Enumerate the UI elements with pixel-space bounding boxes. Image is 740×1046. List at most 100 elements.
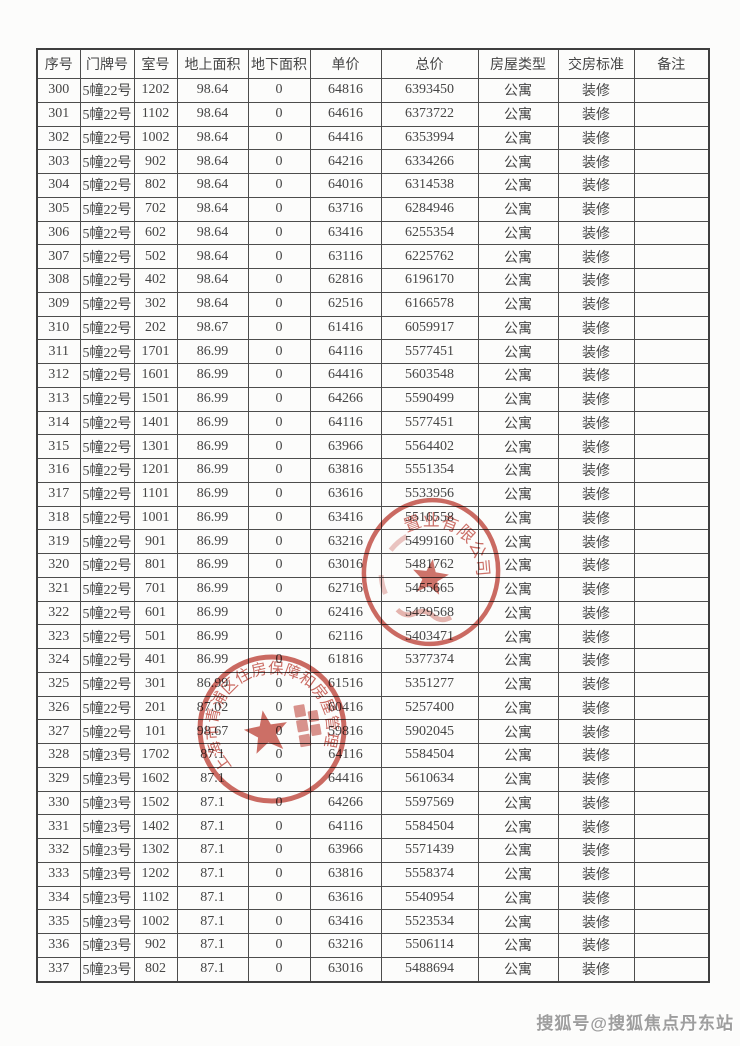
table-row: 320 5幢22号 801 86.99 0 63016 5481762 公寓 装修 [36, 553, 710, 578]
cell-door-no: 5幢23号 [79, 766, 135, 792]
cell-area-above: 98.64 [176, 220, 249, 246]
table-row: 300 5幢22号 1202 98.64 0 64816 6393450 公寓 装修 [36, 78, 710, 103]
cell-remark [633, 149, 710, 174]
cell-total-price: 6353994 [380, 125, 479, 151]
cell-delivery-standard: 装修 [557, 671, 635, 697]
cell-unit-price: 64266 [309, 386, 382, 412]
cell-unit-price: 63716 [309, 196, 382, 222]
cell-area-above: 98.64 [176, 125, 249, 151]
cell-room-no: 402 [133, 268, 178, 293]
cell-room-no: 502 [133, 244, 178, 269]
cell-house-type: 公寓 [477, 600, 559, 626]
cell-remark [633, 766, 710, 792]
cell-unit-price: 64416 [309, 125, 382, 151]
cell-unit-price: 62416 [309, 600, 382, 626]
cell-area-below: 0 [247, 719, 311, 744]
cell-room-no: 602 [133, 220, 178, 246]
cell-remark [633, 173, 710, 198]
cell-total-price: 5377374 [380, 648, 479, 673]
table-row: 314 5幢22号 1401 86.99 0 64116 5577451 公寓 装修 [36, 410, 710, 436]
cell-house-type: 公寓 [477, 576, 559, 602]
cell-area-below: 0 [247, 909, 311, 934]
col-header-serial: 序号 [36, 48, 81, 79]
cell-serial: 319 [36, 529, 81, 554]
table-row: 303 5幢22号 902 98.64 0 64216 6334266 公寓 装修 [36, 149, 710, 174]
cell-serial: 324 [36, 648, 81, 673]
cell-delivery-standard: 装修 [557, 885, 635, 911]
table-row: 313 5幢22号 1501 86.99 0 64266 5590499 公寓 装修 [36, 386, 710, 412]
cell-remark [633, 790, 710, 816]
cell-remark [633, 671, 710, 697]
cell-serial: 322 [36, 600, 81, 626]
table-row: 323 5幢22号 501 86.99 0 62116 5403471 公寓 装修 [36, 624, 710, 649]
cell-delivery-standard: 装修 [557, 695, 635, 721]
cell-room-no: 1302 [133, 838, 178, 863]
cell-area-below: 0 [247, 149, 311, 174]
cell-door-no: 5幢22号 [79, 505, 135, 531]
cell-serial: 332 [36, 838, 81, 863]
cell-area-above: 87.1 [176, 766, 249, 792]
cell-remark [633, 125, 710, 151]
cell-area-above: 98.67 [176, 719, 249, 744]
cell-room-no: 1202 [133, 78, 178, 103]
cell-delivery-standard: 装修 [557, 196, 635, 222]
cell-total-price: 6284946 [380, 196, 479, 222]
cell-total-price: 6225762 [380, 244, 479, 269]
cell-area-above: 86.99 [176, 410, 249, 436]
cell-area-below: 0 [247, 624, 311, 649]
cell-unit-price: 63216 [309, 933, 382, 958]
cell-house-type: 公寓 [477, 933, 559, 958]
cell-serial: 316 [36, 458, 81, 483]
cell-total-price: 5481762 [380, 553, 479, 578]
cell-area-below: 0 [247, 315, 311, 341]
cell-room-no: 1402 [133, 814, 178, 839]
cell-remark [633, 885, 710, 911]
cell-unit-price: 59816 [309, 719, 382, 744]
cell-house-type: 公寓 [477, 196, 559, 222]
cell-unit-price: 63616 [309, 885, 382, 911]
cell-serial: 311 [36, 339, 81, 364]
cell-house-type: 公寓 [477, 766, 559, 792]
cell-door-no: 5幢22号 [79, 125, 135, 151]
cell-door-no: 5幢22号 [79, 458, 135, 483]
cell-room-no: 802 [133, 173, 178, 198]
cell-delivery-standard: 装修 [557, 458, 635, 483]
cell-area-above: 87.02 [176, 695, 249, 721]
cell-delivery-standard: 装修 [557, 719, 635, 744]
table-row: 329 5幢23号 1602 87.1 0 64416 5610634 公寓 装修 [36, 766, 710, 792]
cell-door-no: 5幢22号 [79, 529, 135, 554]
cell-area-below: 0 [247, 125, 311, 151]
cell-remark [633, 220, 710, 246]
cell-delivery-standard: 装修 [557, 386, 635, 412]
cell-serial: 301 [36, 101, 81, 127]
cell-area-above: 86.99 [176, 671, 249, 697]
cell-delivery-standard: 装修 [557, 861, 635, 887]
cell-delivery-standard: 装修 [557, 315, 635, 341]
table-row: 336 5幢23号 902 87.1 0 63216 5506114 公寓 装修 [36, 933, 710, 958]
cell-delivery-standard: 装修 [557, 101, 635, 127]
cell-delivery-standard: 装修 [557, 600, 635, 626]
cell-remark [633, 339, 710, 364]
table-row: 308 5幢22号 402 98.64 0 62816 6196170 公寓 装修 [36, 268, 710, 293]
cell-area-below: 0 [247, 576, 311, 602]
cell-unit-price: 63416 [309, 909, 382, 934]
cell-delivery-standard: 装修 [557, 838, 635, 863]
cell-total-price: 6059917 [380, 315, 479, 341]
cell-room-no: 101 [133, 719, 178, 744]
cell-serial: 333 [36, 861, 81, 887]
cell-unit-price: 62516 [309, 291, 382, 317]
cell-unit-price: 63816 [309, 458, 382, 483]
header-row: 序号 门牌号 室号 地上面积 地下面积 单价 总价 房屋类型 交房标准 备注 [36, 48, 710, 79]
cell-total-price: 6314538 [380, 173, 479, 198]
cell-door-no: 5幢22号 [79, 173, 135, 198]
cell-total-price: 5516558 [380, 505, 479, 531]
table-row: 310 5幢22号 202 98.67 0 61416 6059917 公寓 装修 [36, 315, 710, 341]
cell-area-above: 87.1 [176, 743, 249, 768]
cell-unit-price: 64216 [309, 149, 382, 174]
cell-total-price: 5558374 [380, 861, 479, 887]
cell-area-below: 0 [247, 410, 311, 436]
cell-house-type: 公寓 [477, 624, 559, 649]
cell-house-type: 公寓 [477, 78, 559, 103]
cell-area-below: 0 [247, 790, 311, 816]
cell-area-below: 0 [247, 220, 311, 246]
